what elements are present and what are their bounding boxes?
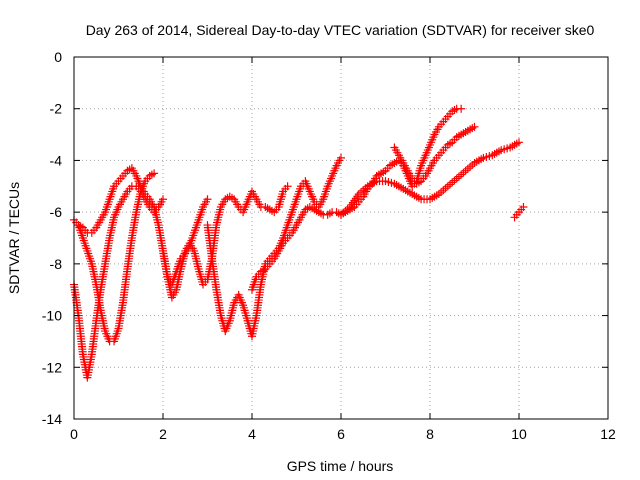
x-tick-label: 12	[600, 426, 616, 442]
y-axis-label: SDTVAR / TECUs	[6, 182, 22, 294]
data-points	[70, 104, 528, 382]
y-tick-label: 0	[54, 49, 62, 65]
x-tick-label: 8	[426, 426, 434, 442]
data-point	[337, 153, 345, 162]
y-tick-label: -8	[50, 256, 63, 272]
y-tick-label: -2	[50, 101, 63, 117]
x-tick-label: 0	[70, 426, 78, 442]
y-tick-label: -4	[50, 152, 63, 168]
y-tick-label: -14	[42, 411, 62, 427]
x-tick-label: 6	[337, 426, 345, 442]
grid	[74, 57, 608, 419]
y-tick-label: -12	[42, 359, 62, 375]
x-tick-label: 2	[159, 426, 167, 442]
chart-title: Day 263 of 2014, Sidereal Day-to-day VTE…	[86, 22, 595, 38]
y-ticks: 0 -2 -4 -6 -8 -10 -12 -14	[42, 49, 608, 427]
data-point	[457, 104, 466, 113]
x-tick-label: 10	[511, 426, 527, 442]
data-point	[283, 182, 292, 191]
data-point	[519, 202, 528, 211]
y-tick-label: -6	[50, 204, 63, 220]
data-point	[203, 195, 212, 204]
y-tick-label: -10	[42, 308, 62, 324]
data-point	[159, 195, 167, 204]
data-point	[515, 138, 523, 147]
x-ticks: 0 2 4 6 8 10 12	[70, 57, 616, 442]
x-axis-label: GPS time / hours	[287, 458, 394, 474]
data-point	[470, 122, 479, 131]
data-point	[150, 169, 159, 178]
x-tick-label: 4	[248, 426, 256, 442]
